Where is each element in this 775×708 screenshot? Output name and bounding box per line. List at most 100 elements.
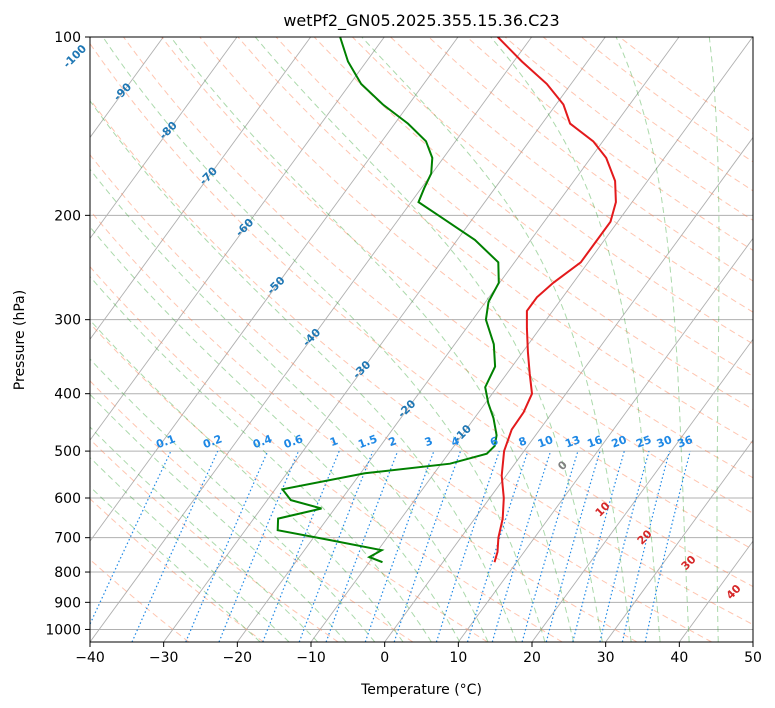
temperature-line [493,37,617,563]
x-tick-label: 0 [380,650,389,666]
dry-adiabat-line [237,37,753,444]
mixing-ratio-line [218,450,300,642]
dry-adiabat-line [161,37,753,514]
moist-adiabat-line [102,37,546,642]
x-tick-label: 20 [523,650,541,666]
moist-adiabat-line [90,485,261,642]
mixing-ratio-label: 2 [387,434,399,449]
moist-adiabat-line [254,37,603,642]
moist-adiabat-line [90,456,290,642]
mixing-ratio-line [325,450,399,642]
x-tick-label: −30 [149,650,179,666]
moist-adiabat-line [90,393,347,642]
mixing-ratio-line [185,450,269,642]
mixing-ratio-label: 8 [517,434,529,449]
mixing-ratio-line [393,450,462,642]
mixing-ratio-label: 1.5 [356,432,379,451]
mixing-ratio-label: 13 [563,433,582,450]
y-tick-label: 600 [54,491,81,507]
dry-adiabat-line [313,37,753,377]
x-tick-label: 40 [670,650,688,666]
mixing-ratio-line [521,450,579,642]
mixing-ratio-line [262,450,340,642]
mixing-ratio-line [621,450,671,642]
x-tick-label: −10 [296,650,326,666]
line-labels-layer: -100-90-80-70-60-50-40-30-20-100.1 0.2 0.4… [61,42,744,602]
mixing-ratio-label: 0.6 [282,432,305,451]
isotherm-line [90,37,533,642]
mixing-ratio-label: 16 [585,433,604,451]
mixing-ratio-line [572,450,625,642]
mixing-ratio-label: 36 [676,433,695,451]
plot-frame [89,36,754,643]
mixing-ratio-label: 0.4 [251,432,274,451]
isotherm-line [605,439,753,642]
moist-adiabat-line [90,319,404,642]
series-layer [276,37,617,564]
grid-layer [90,37,753,642]
mixing-ratio-line [491,450,552,642]
moist-adiabat-line [361,37,632,642]
dry-adiabat-line [90,209,638,642]
moist-adiabat-line [90,226,461,642]
dry-adiabat-line [90,98,753,626]
axis-layer: −40 −30 −20 −10 0 10 20 30 40 5010020030040050060… [45,30,762,666]
moist-adiabat-line [90,358,376,642]
mixing-ratio-label: 4 [449,434,461,449]
mixing-ratio-line [466,450,529,642]
chart-title: wetPf2_GN05.2025.355.15.36.C23 [283,11,559,31]
x-tick-label: 10 [449,650,467,666]
dewpoint-line [276,37,500,564]
y-tick-label: 200 [54,208,81,224]
mixing-ratio-label: 30 [655,433,674,451]
isotherm-line [90,37,312,341]
mixing-ratio-line [364,450,435,642]
x-tick-label: 50 [744,650,762,666]
mixing-ratio-line [599,450,650,642]
isotherm-line [90,37,459,542]
x-tick-label: −40 [75,650,105,666]
mixing-ratio-label: 3 [423,434,435,449]
dry-adiabat-line [90,322,488,642]
mixing-ratio-line [644,450,691,642]
isotherm-line [90,37,385,441]
moist-adiabat-line [615,37,690,642]
y-axis-label: Pressure (hPa) [12,290,28,390]
y-tick-label: 700 [54,531,81,547]
x-tick-label: −20 [223,650,253,666]
mixing-ratio-label: 25 [634,433,653,450]
moist-adiabat-line [90,99,517,642]
y-tick-label: 500 [54,444,81,460]
moist-adiabat-line [708,37,720,642]
dry-adiabat-line [275,37,753,411]
y-tick-label: 400 [54,387,81,403]
dry-adiabat-line [90,265,563,642]
isotherm-line [310,37,753,642]
moist-adiabat-line [90,275,432,642]
mixing-ratio-label: 0.1 [154,432,177,451]
y-tick-label: 1000 [45,622,81,638]
mixing-ratio-label: 6 [488,434,500,449]
mixing-ratio-line [545,450,601,642]
mixing-ratio-label: 0.2 [201,432,224,451]
isotherm-line [163,37,606,642]
dry-adiabat-line [90,153,712,642]
y-tick-label: 800 [54,565,81,581]
y-tick-label: 900 [54,595,81,611]
dry-adiabat-line [90,380,414,642]
x-tick-label: 30 [597,650,615,666]
mixing-ratio-line [298,450,374,642]
isotherm-line [457,237,753,642]
dry-adiabat-line [90,42,753,588]
mixing-ratio-label: 10 [536,433,555,451]
moist-adiabat-line [490,37,661,642]
dry-adiabat-line [123,37,753,551]
mixing-ratio-label: 1 [328,434,340,449]
moist-adiabat-line [90,168,489,642]
mixing-ratio-line [131,450,219,642]
y-tick-label: 300 [54,313,81,329]
isotherm-line [90,37,238,240]
moist-adiabat-line [170,37,575,642]
